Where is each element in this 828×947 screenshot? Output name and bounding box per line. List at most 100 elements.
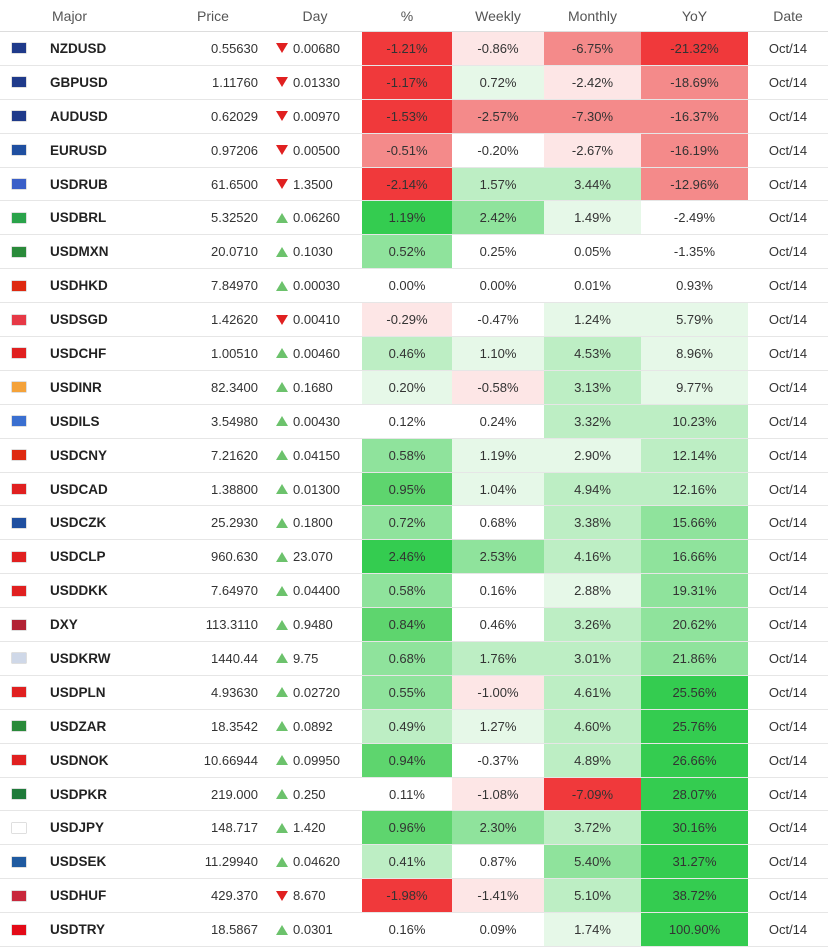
header-yoy[interactable]: YoY [681, 7, 708, 24]
weekly-change-cell: 1.57% [452, 167, 544, 201]
symbol-text[interactable]: USDHKD [50, 278, 108, 294]
table-row[interactable]: USDPLN 4.93630 0.02720 0.55% -1.00% 4.61% 25.5… [0, 675, 828, 710]
table-row[interactable]: USDNOK 10.66944 0.09950 0.94% -0.37% 4.89% 26.… [0, 743, 828, 778]
symbol-text[interactable]: GBPUSD [50, 74, 108, 90]
symbol-text[interactable]: USDPKR [50, 786, 108, 802]
symbol-link[interactable]: AUDUSD [38, 100, 158, 133]
symbol-link[interactable]: USDPLN [38, 676, 158, 709]
table-row[interactable]: USDINR 82.3400 0.1680 0.20% -0.58% 3.13% 9.77%… [0, 370, 828, 405]
symbol-text[interactable]: AUDUSD [50, 108, 108, 124]
symbol-text[interactable]: USDILS [50, 413, 100, 429]
symbol-text[interactable]: USDSEK [50, 854, 107, 870]
symbol-text[interactable]: EURUSD [50, 142, 108, 158]
arrow-up-icon [276, 348, 288, 359]
table-row[interactable]: USDZAR 18.3542 0.0892 0.49% 1.27% 4.60% 25.76%… [0, 709, 828, 744]
header-pct[interactable]: % [400, 7, 414, 24]
symbol-link[interactable]: USDCLP [38, 540, 158, 573]
symbol-link[interactable]: USDSEK [38, 845, 158, 878]
symbol-text[interactable]: USDSGD [50, 312, 108, 328]
symbol-link[interactable]: USDSGD [38, 303, 158, 336]
table-row[interactable]: USDSEK 11.29940 0.04620 0.41% 0.87% 5.40% 31.2… [0, 845, 828, 880]
symbol-link[interactable]: USDHKD [38, 269, 158, 302]
symbol-text[interactable]: DXY [50, 617, 78, 633]
table-row[interactable]: GBPUSD 1.11760 0.01330 -1.17% 0.72% -2.42% -18… [0, 65, 828, 100]
symbol-text[interactable]: NZDUSD [50, 40, 107, 56]
header-price[interactable]: Price [197, 7, 229, 24]
symbol-link[interactable]: EURUSD [38, 134, 158, 167]
symbol-text[interactable]: USDPLN [50, 684, 106, 700]
table-row[interactable]: USDTRY 18.5867 0.0301 0.16% 0.09% 1.74% 100.90… [0, 913, 828, 947]
table-row[interactable]: USDJPY 148.717 1.420 0.96% 2.30% 3.72% 30.16% O… [0, 811, 828, 846]
monthly-change-cell: 4.60% [544, 709, 641, 743]
table-row[interactable]: USDSGD 1.42620 0.00410 -0.29% -0.47% 1.24% 5.7… [0, 303, 828, 338]
symbol-text[interactable]: USDMXN [50, 244, 109, 260]
symbol-text[interactable]: USDCZK [50, 515, 107, 531]
table-row[interactable]: USDCLP 960.630 23.070 2.46% 2.53% 4.16% 16.66%… [0, 540, 828, 575]
monthly-change-cell: -6.75% [544, 32, 641, 65]
price-cell: 1.42620 [211, 312, 258, 328]
symbol-link[interactable]: USDBRL [38, 201, 158, 234]
symbol-link[interactable]: USDKRW [38, 642, 158, 675]
monthly-change-cell: 4.89% [544, 743, 641, 777]
symbol-text[interactable]: USDZAR [50, 718, 107, 734]
flag-cell [0, 879, 38, 912]
table-row[interactable]: USDCZK 25.2930 0.1800 0.72% 0.68% 3.38% 15.66%… [0, 506, 828, 541]
symbol-link[interactable]: USDTRY [38, 913, 158, 946]
symbol-text[interactable]: USDNOK [50, 752, 109, 768]
table-row[interactable]: USDCHF 1.00510 0.00460 0.46% 1.10% 4.53% 8.96%… [0, 337, 828, 371]
table-row[interactable]: USDRUB 61.6500 1.3500 -2.14% 1.57% 3.44% -12.9… [0, 167, 828, 202]
symbol-text[interactable]: USDRUB [50, 176, 108, 192]
symbol-text[interactable]: USDTRY [50, 922, 106, 938]
symbol-link[interactable]: USDPKR [38, 778, 158, 811]
symbol-link[interactable]: USDHUF [38, 879, 158, 912]
symbol-text[interactable]: USDBRL [50, 210, 107, 226]
symbol-link[interactable]: GBPUSD [38, 66, 158, 99]
pct-change-cell: 0.20% [362, 370, 452, 404]
table-row[interactable]: DXY 113.3110 0.9480 0.84% 0.46% 3.26% 20.62% Oc… [0, 608, 828, 643]
weekly-change-cell: 0.25% [452, 235, 544, 269]
symbol-link[interactable]: USDINR [38, 371, 158, 404]
table-row[interactable]: USDPKR 219.000 0.250 0.11% -1.08% -7.09% 28.07… [0, 777, 828, 812]
table-row[interactable]: USDHUF 429.370 8.670 -1.98% -1.41% 5.10% 38.72… [0, 879, 828, 914]
symbol-text[interactable]: USDINR [50, 379, 102, 395]
symbol-link[interactable]: USDMXN [38, 235, 158, 268]
symbol-link[interactable]: USDRUB [38, 168, 158, 201]
symbol-link[interactable]: USDJPY [38, 811, 158, 844]
symbol-text[interactable]: USDCLP [50, 549, 106, 565]
symbol-link[interactable]: USDCZK [38, 506, 158, 539]
header-weekly[interactable]: Weekly [475, 7, 521, 24]
table-row[interactable]: USDDKK 7.64970 0.04400 0.58% 0.16% 2.88% 19.31… [0, 574, 828, 609]
header-date[interactable]: Date [773, 7, 803, 24]
table-row[interactable]: USDMXN 20.0710 0.1030 0.52% 0.25% 0.05% -1.35%… [0, 235, 828, 270]
symbol-text[interactable]: USDDKK [50, 583, 108, 599]
table-row[interactable]: EURUSD 0.97206 0.00500 -0.51% -0.20% -2.67% -1… [0, 133, 828, 168]
symbol-link[interactable]: USDDKK [38, 574, 158, 607]
symbol-link[interactable]: DXY [38, 608, 158, 641]
table-row[interactable]: AUDUSD 0.62029 0.00970 -1.53% -2.57% -7.30% -1… [0, 99, 828, 134]
symbol-link[interactable]: USDCAD [38, 473, 158, 506]
header-major[interactable]: Major [52, 7, 88, 24]
pct-change-cell: -1.98% [362, 879, 452, 913]
symbol-text[interactable]: USDKRW [50, 650, 111, 666]
symbol-link[interactable]: USDCNY [38, 439, 158, 472]
symbol-link[interactable]: USDNOK [38, 744, 158, 777]
symbol-link[interactable]: USDILS [38, 405, 158, 438]
symbol-link[interactable]: NZDUSD [38, 32, 158, 65]
header-day[interactable]: Day [302, 7, 328, 24]
table-row[interactable]: USDBRL 5.32520 0.06260 1.19% 2.42% 1.49% -2.49… [0, 201, 828, 236]
price-cell: 61.6500 [211, 176, 258, 192]
table-row[interactable]: USDCAD 1.38800 0.01300 0.95% 1.04% 4.94% 12.16… [0, 472, 828, 507]
symbol-text[interactable]: USDJPY [50, 820, 105, 836]
table-row[interactable]: USDILS 3.54980 0.00430 0.12% 0.24% 3.32% 10.23… [0, 404, 828, 439]
table-row[interactable]: USDHKD 7.84970 0.00030 0.00% 0.00% 0.01% 0.93%… [0, 269, 828, 304]
symbol-text[interactable]: USDHUF [50, 888, 107, 904]
table-row[interactable]: NZDUSD 0.55630 0.00680 -1.21% -0.86% -6.75% -2… [0, 32, 828, 66]
symbol-link[interactable]: USDZAR [38, 710, 158, 743]
table-row[interactable]: USDCNY 7.21620 0.04150 0.58% 1.19% 2.90% 12.14… [0, 438, 828, 473]
symbol-text[interactable]: USDCNY [50, 447, 108, 463]
symbol-link[interactable]: USDCHF [38, 337, 158, 370]
symbol-text[interactable]: USDCHF [50, 345, 107, 361]
header-monthly[interactable]: Monthly [567, 7, 618, 24]
table-row[interactable]: USDKRW 1440.44 9.75 0.68% 1.76% 3.01% 21.86% Oc… [0, 642, 828, 676]
symbol-text[interactable]: USDCAD [50, 481, 108, 497]
